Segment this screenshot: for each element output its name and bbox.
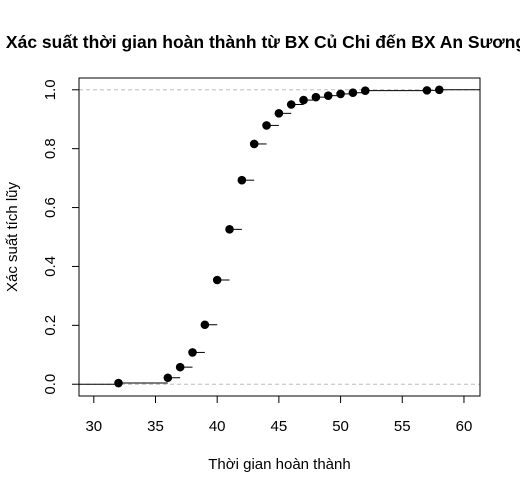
x-tick-label: 45 — [271, 418, 288, 435]
y-tick-label: 0.4 — [42, 256, 59, 277]
ecdf-point — [250, 140, 259, 149]
reference-lines — [79, 90, 480, 384]
ecdf-point — [201, 320, 210, 329]
y-axis: 0.0 0.2 0.4 0.6 0.8 1.0 — [42, 79, 79, 394]
ecdf-point — [299, 96, 308, 105]
x-axis: 30 35 40 45 50 55 60 — [85, 396, 472, 435]
ecdf-point — [275, 109, 284, 118]
ecdf-point — [423, 86, 432, 95]
ecdf-point — [213, 276, 222, 285]
ecdf-steps — [79, 90, 480, 384]
x-tick-label: 40 — [209, 418, 226, 435]
ecdf-point — [312, 93, 321, 102]
y-tick-label: 0.2 — [42, 315, 59, 336]
x-axis-label: Thời gian hoàn thành — [208, 456, 350, 473]
y-tick-label: 1.0 — [42, 79, 59, 100]
x-tick-label: 35 — [147, 418, 164, 435]
ecdf-point — [188, 348, 197, 357]
ecdf-points — [114, 85, 443, 387]
y-tick-label: 0.8 — [42, 138, 59, 159]
x-tick-label: 50 — [332, 418, 349, 435]
ecdf-point — [287, 100, 296, 109]
ecdf-point — [336, 90, 345, 99]
chart-title: Xác suất thời gian hoàn thành từ BX Củ C… — [6, 32, 520, 52]
ecdf-point — [262, 121, 271, 130]
ecdf-point — [176, 363, 185, 372]
plot-frame — [79, 78, 480, 396]
y-axis-label: Xác suất tích lũy — [4, 181, 21, 292]
x-tick-label: 55 — [394, 418, 411, 435]
ecdf-point — [238, 176, 247, 185]
ecdf-point — [324, 91, 333, 100]
ecdf-point — [164, 373, 173, 382]
x-tick-label: 60 — [456, 418, 473, 435]
ecdf-point — [435, 85, 444, 94]
y-tick-label: 0.0 — [42, 374, 59, 395]
x-tick-label: 30 — [85, 418, 102, 435]
ecdf-point — [225, 225, 234, 234]
ecdf-point — [114, 379, 123, 388]
ecdf-point — [361, 86, 370, 95]
y-tick-label: 0.6 — [42, 197, 59, 218]
ecdf-point — [349, 88, 358, 97]
